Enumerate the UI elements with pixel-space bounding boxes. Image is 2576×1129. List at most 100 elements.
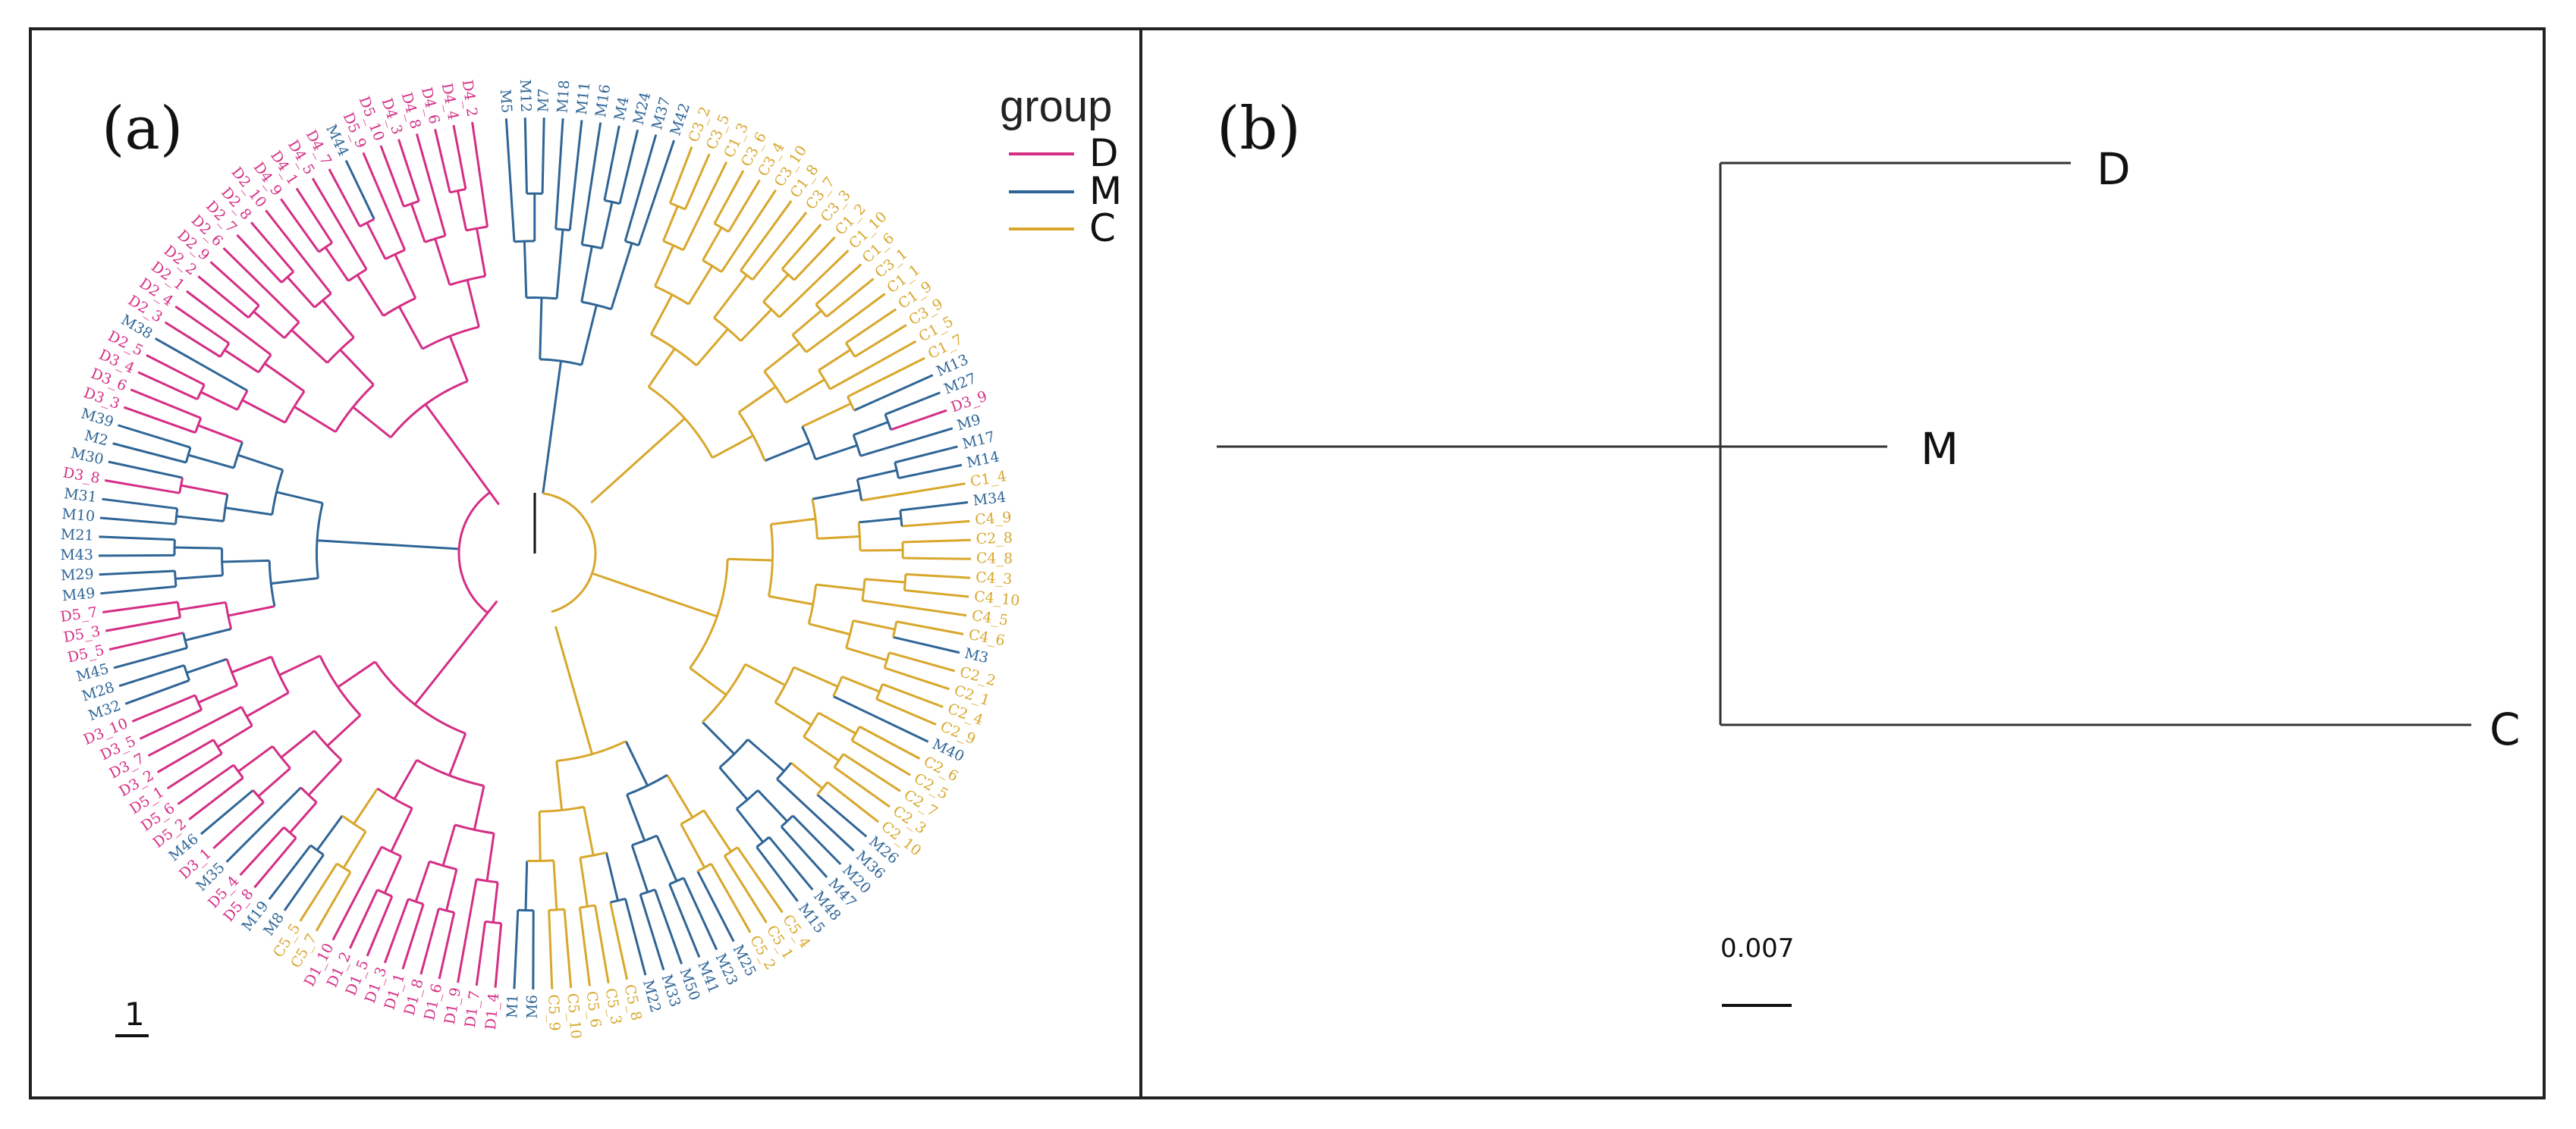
clade-arc: [899, 510, 903, 527]
leaf-branch: [131, 694, 196, 723]
leaf-branch: [253, 837, 297, 889]
clade-arc: [385, 249, 406, 260]
leaf-branch: [609, 902, 629, 980]
internal-branch: [394, 253, 417, 299]
leaf-branch: [896, 620, 964, 635]
leaf-branch: [904, 589, 969, 598]
leaf-branch: [124, 679, 190, 705]
leaf-branch: [900, 500, 969, 512]
leaf-branch: [504, 118, 516, 242]
clade-arc: [668, 877, 684, 886]
internal-branch: [322, 299, 355, 339]
internal-branch: [393, 759, 418, 800]
trunk-branch: [364, 541, 460, 550]
internal-branch: [307, 759, 343, 796]
leaf-label: C4_10: [973, 588, 1020, 610]
clade-arc: [252, 789, 265, 804]
internal-branch: [674, 601, 718, 618]
leaf-branch: [265, 209, 332, 295]
panel-b-branches: [1217, 162, 2471, 726]
clade-arc: [485, 920, 501, 925]
internal-branch: [746, 739, 785, 773]
internal-branch: [713, 274, 748, 319]
leaf-label-c: C: [2490, 704, 2521, 755]
group-legend: group D M C: [1000, 82, 1122, 250]
leaf-label: C5_10: [564, 993, 584, 1040]
clade-arc: [381, 845, 402, 858]
leaf-branch: [805, 293, 886, 353]
internal-branch: [815, 583, 864, 591]
clade-arc: [768, 524, 774, 597]
leaf-branch: [815, 263, 862, 306]
leaf-label: M7: [535, 88, 552, 112]
leaf-branch: [893, 635, 960, 654]
panel-b-scale-bar: 0.007: [1720, 933, 1794, 1007]
leaf-branch: [637, 140, 675, 246]
legend-label-d: D: [1089, 131, 1119, 175]
leaf-label-d: D: [2097, 143, 2131, 195]
leaf-label: M14: [965, 448, 1001, 471]
leaf-branch: [177, 764, 234, 805]
leaf-branch: [639, 894, 665, 971]
clade-arc: [270, 656, 290, 694]
clade-arc: [313, 729, 343, 761]
leaf-branch: [188, 776, 244, 820]
clade-arc: [222, 494, 229, 522]
internal-branch: [649, 417, 686, 450]
leaf-branch: [713, 170, 745, 224]
clade-arc: [884, 413, 892, 431]
clade-arc: [240, 706, 253, 726]
clade-arc: [514, 240, 535, 243]
clade-arc: [178, 477, 184, 494]
clade-arc: [762, 300, 781, 318]
internal-branch: [231, 655, 272, 674]
internal-branch: [414, 861, 431, 902]
leaf-label: C5_6: [583, 990, 604, 1029]
leaf-branch: [710, 863, 752, 933]
clade-arc: [740, 269, 754, 281]
leaf-branch: [563, 908, 573, 989]
legend-label-c: C: [1089, 206, 1116, 250]
leaf-branch: [554, 118, 564, 230]
clade-arc: [300, 786, 318, 804]
clade-arc: [631, 834, 658, 847]
figure-frame: [29, 27, 2546, 1099]
circular-tree-leaf-labels: M5 M12 M7 M18 M11M16M4M24M37M42C3_2C3_5C1_3C…: [59, 79, 1020, 1040]
internal-branch: [818, 711, 856, 735]
clade-arc: [844, 342, 856, 358]
panel-b-label: (b): [1217, 95, 1301, 163]
internal-branch: [352, 406, 392, 439]
leaf-branch: [884, 666, 950, 691]
internal-branch: [383, 855, 403, 894]
clade-arc: [449, 274, 486, 287]
leaf-branch: [594, 905, 610, 983]
leaf-branch: [548, 910, 554, 989]
leaf-branch: [682, 877, 718, 951]
leaf-branch: [102, 601, 178, 613]
clade-arc: [347, 268, 367, 282]
clade-arc: [555, 227, 570, 232]
clade-arc: [581, 243, 602, 249]
trunk-branch: [590, 448, 652, 504]
clade-arc: [247, 304, 260, 318]
clade-arc: [680, 809, 705, 826]
clade-arc: [718, 739, 749, 769]
clade-arc: [335, 384, 375, 433]
leaf-label: M9: [955, 411, 983, 434]
internal-branch: [271, 577, 319, 585]
legend-label-m: M: [1089, 169, 1122, 213]
clade-arc: [654, 285, 690, 306]
internal-branch: [294, 406, 337, 433]
clade-arc: [429, 860, 457, 870]
internal-branch: [702, 809, 733, 853]
internal-branch: [764, 441, 810, 463]
internal-branch: [687, 265, 714, 305]
clade-arc: [194, 417, 203, 434]
internal-branch: [793, 666, 839, 688]
internal-branch: [718, 767, 749, 801]
clade-arc: [556, 740, 627, 763]
leaf-branch: [683, 153, 711, 210]
clade-arc: [548, 908, 565, 911]
leaf-branch: [853, 374, 934, 412]
clade-arc: [816, 781, 829, 795]
